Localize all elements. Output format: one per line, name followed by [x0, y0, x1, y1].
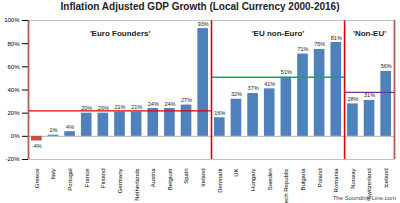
svg-text:Italy: Italy — [50, 169, 56, 180]
svg-text:Netherlands: Netherlands — [134, 169, 140, 201]
svg-text:51%: 51% — [281, 69, 292, 75]
svg-text:27%: 27% — [181, 97, 192, 103]
svg-text:'Euro Founders': 'Euro Founders' — [90, 29, 151, 38]
svg-text:21%: 21% — [131, 104, 142, 110]
svg-text:24%: 24% — [164, 101, 175, 107]
svg-text:Finland: Finland — [100, 169, 106, 189]
svg-text:Portugal: Portugal — [67, 169, 73, 191]
svg-text:0%: 0% — [11, 133, 20, 139]
svg-text:41%: 41% — [264, 81, 275, 87]
svg-text:Spain: Spain — [183, 169, 189, 184]
svg-text:Germany: Germany — [117, 169, 123, 194]
html-text:The Sounding Line.com: The Sounding Line.com — [332, 195, 396, 201]
svg-text:71%: 71% — [297, 46, 308, 52]
svg-text:75%: 75% — [314, 41, 325, 47]
svg-text:Romania: Romania — [333, 168, 339, 193]
svg-text:20%: 20% — [7, 110, 20, 116]
svg-text:-20%: -20% — [5, 156, 20, 162]
svg-text:Ireland: Ireland — [200, 169, 206, 187]
svg-text:-4%: -4% — [32, 143, 42, 149]
svg-text:UK: UK — [233, 169, 239, 177]
svg-text:Hungary: Hungary — [250, 169, 256, 192]
svg-text:4%: 4% — [66, 124, 74, 130]
svg-text:20%: 20% — [98, 105, 109, 111]
svg-text:40%: 40% — [7, 87, 20, 93]
svg-text:'Non-EU': 'Non-EU' — [353, 29, 386, 38]
svg-text:Denmark: Denmark — [217, 168, 223, 193]
svg-text:56%: 56% — [381, 63, 392, 69]
html-text:Inflation Adjusted GDP Growth: Inflation Adjusted GDP Growth (Local Cur… — [60, 1, 340, 12]
svg-text:Poland: Poland — [317, 169, 323, 188]
svg-text:20%: 20% — [81, 105, 92, 111]
svg-text:Austria: Austria — [150, 168, 156, 187]
svg-text:France: France — [84, 168, 90, 187]
svg-text:'EU non-Euro': 'EU non-Euro' — [252, 29, 305, 38]
svg-text:21%: 21% — [114, 104, 125, 110]
svg-text:Greece: Greece — [34, 168, 40, 188]
svg-text:Norway: Norway — [350, 169, 356, 189]
svg-text:93%: 93% — [198, 21, 209, 27]
svg-text:Bulgaria: Bulgaria — [300, 168, 306, 191]
svg-text:Sweden: Sweden — [267, 169, 273, 191]
svg-text:100%: 100% — [4, 17, 20, 23]
svg-text:60%: 60% — [7, 64, 20, 70]
svg-text:16%: 16% — [214, 110, 225, 116]
svg-text:80%: 80% — [7, 41, 20, 47]
svg-text:32%: 32% — [231, 91, 242, 97]
svg-text:37%: 37% — [248, 85, 259, 91]
svg-text:81%: 81% — [331, 35, 342, 41]
svg-text:24%: 24% — [148, 101, 159, 107]
svg-text:28%: 28% — [347, 96, 358, 102]
svg-text:Belgium: Belgium — [167, 169, 173, 191]
svg-text:Switzerland: Switzerland — [366, 169, 372, 200]
svg-text:31%: 31% — [364, 92, 375, 98]
svg-text:Czech Republic: Czech Republic — [283, 169, 289, 203]
svg-text:1%: 1% — [49, 127, 57, 133]
svg-text:Iceland: Iceland — [383, 169, 389, 188]
